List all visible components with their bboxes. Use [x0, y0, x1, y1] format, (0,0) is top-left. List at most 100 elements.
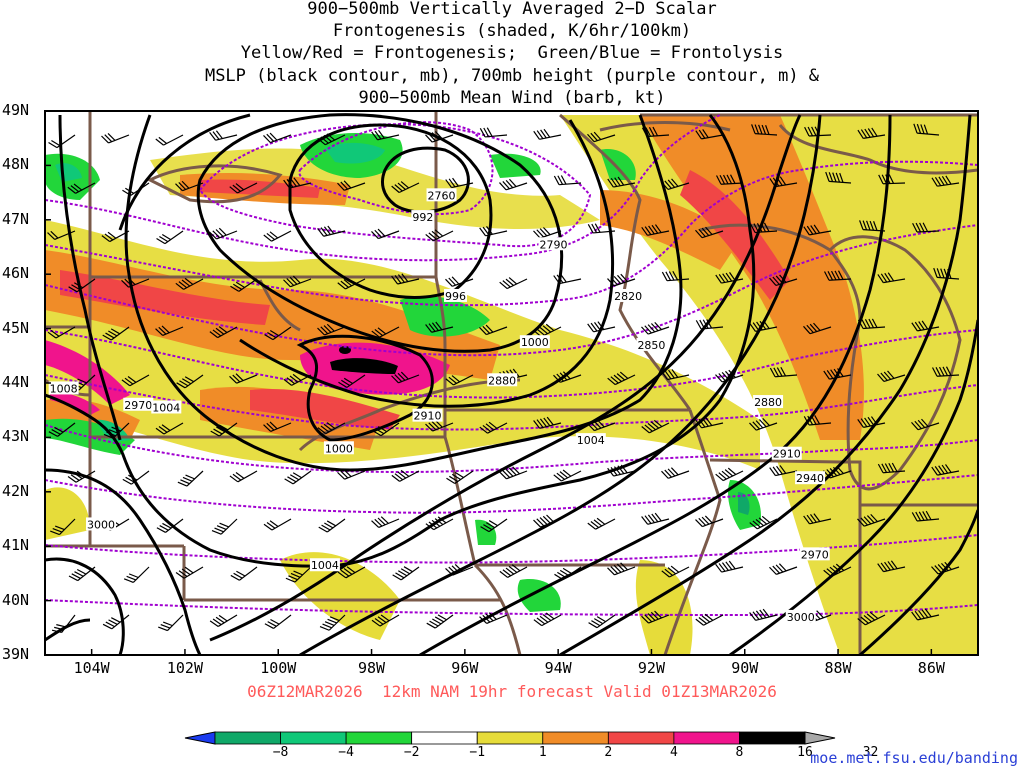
- lat-tick-label: 44N: [2, 373, 30, 391]
- height-label: 2970: [124, 399, 152, 412]
- height-label: 3000: [87, 518, 115, 531]
- wind-barb: [317, 133, 346, 146]
- height-label-bg: [785, 609, 816, 623]
- wind-barb: [101, 133, 130, 144]
- title-line-4: MSLP (black contour, mb), 700mb height (…: [204, 66, 820, 86]
- mslp-label: 1004: [311, 559, 339, 572]
- wind-barb: [391, 181, 420, 194]
- mslp-label: 992: [412, 211, 433, 224]
- wind-barb: [933, 267, 960, 280]
- lat-tick-label: 48N: [2, 155, 30, 174]
- wind-barb: [769, 465, 798, 477]
- wind-barb: [209, 130, 238, 141]
- wind-barb: [229, 373, 258, 384]
- wind-barb: [479, 324, 508, 336]
- mslp-label-bg: [151, 400, 182, 414]
- wind-barb: [695, 129, 724, 140]
- wind-barb: [499, 466, 528, 480]
- wind-barb: [533, 612, 562, 627]
- wind-barb: [695, 319, 724, 330]
- wind-barb: [877, 560, 906, 573]
- title-line-3: Yellow/Red = Frontogenesis; Green/Blue =…: [240, 43, 784, 63]
- wind-barb: [931, 175, 960, 187]
- wind-barb: [371, 516, 400, 529]
- height-label: 2760: [428, 189, 456, 202]
- height-label-bg: [771, 446, 802, 460]
- wind-barb: [391, 469, 420, 482]
- lat-tick-label: 49N: [2, 101, 30, 119]
- wind-barb: [607, 273, 636, 287]
- height-label: 2790: [539, 238, 567, 251]
- wind-barb: [283, 373, 312, 386]
- wind-barb: [102, 326, 130, 341]
- title-line-1: 900−500mb Vertically Averaged 2−D Scalar: [307, 0, 717, 19]
- wind-barb: [47, 326, 76, 339]
- wind-barb: [175, 566, 204, 579]
- height-label: 2850: [637, 339, 665, 352]
- wind-barb: [317, 225, 346, 237]
- wind-barb: [372, 422, 400, 437]
- wind-barb: [912, 222, 940, 233]
- wind-barb: [661, 178, 690, 190]
- wind-barb: [859, 220, 886, 232]
- wind-barb: [877, 272, 906, 284]
- wind-barb: [803, 513, 832, 525]
- wind-barb: [715, 560, 744, 573]
- wind-barb: [716, 174, 744, 185]
- lon-tick-label: 104W: [73, 659, 110, 677]
- wind-barb: [445, 177, 474, 189]
- wind-barb: [587, 419, 616, 432]
- wind-barb: [911, 510, 940, 522]
- mslp-label-bg: [323, 441, 354, 455]
- wind-barb: [499, 277, 528, 290]
- wind-barb: [426, 614, 454, 629]
- wind-barb: [499, 178, 528, 191]
- colorbar-label: −8: [272, 745, 289, 760]
- wind-barb: [176, 374, 204, 389]
- lat-tick-label: 42N: [2, 481, 30, 500]
- wind-barb: [319, 614, 346, 631]
- wind-barb: [263, 132, 292, 144]
- wind-barb: [284, 470, 312, 485]
- wind-barb: [553, 469, 582, 482]
- wind-barb: [371, 614, 400, 627]
- wind-barb: [177, 470, 204, 487]
- wind-barb: [211, 518, 238, 535]
- wind-barb: [913, 123, 940, 136]
- wind-barb: [553, 175, 582, 186]
- wind-barb: [877, 462, 906, 474]
- wind-barb: [533, 514, 562, 528]
- wind-barb: [825, 171, 852, 184]
- wind-barb: [749, 222, 778, 234]
- wind-barb: [156, 230, 184, 245]
- height-label-bg: [538, 237, 569, 251]
- wind-barb: [155, 325, 184, 336]
- height-label: 2880: [488, 374, 516, 387]
- wind-barb: [641, 321, 670, 335]
- wind-barb: [371, 326, 400, 338]
- lon-tick-label: 92W: [637, 659, 665, 677]
- height-label-bg: [636, 337, 667, 351]
- wind-barb: [803, 224, 832, 236]
- wind-barb: [318, 518, 346, 533]
- wind-barb: [641, 224, 670, 236]
- colorbar-label: −4: [338, 745, 354, 760]
- wind-barb: [769, 563, 798, 575]
- height-label: 2940: [796, 472, 824, 485]
- wind-barb: [210, 422, 238, 437]
- wind-barb: [209, 326, 238, 339]
- wind-barb: [209, 227, 238, 240]
- wind-barb: [804, 126, 832, 137]
- lat-tick-label: 41N: [2, 536, 30, 555]
- wind-barb: [877, 370, 906, 383]
- height-label-bg: [799, 547, 830, 561]
- mslp-label: 1000: [521, 336, 549, 349]
- wind-barb: [155, 134, 184, 146]
- wind-barb: [263, 421, 292, 432]
- wind-barb: [230, 278, 258, 292]
- wind-barb: [878, 174, 906, 185]
- site-url[interactable]: moe.met.fsu.edu/banding: [810, 749, 1018, 767]
- wind-barb: [857, 127, 886, 139]
- mslp-label: 996: [445, 290, 466, 303]
- wind-barb: [553, 371, 582, 383]
